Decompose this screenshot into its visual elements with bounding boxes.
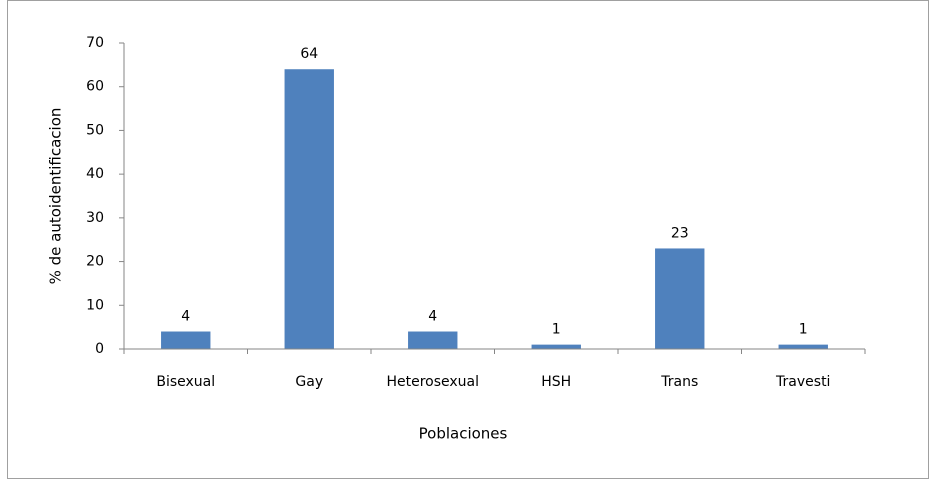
y-tick-label: 30 — [86, 210, 104, 226]
x-tick-label: Heterosexual — [386, 374, 479, 390]
x-tick-label: Bisexual — [156, 374, 215, 390]
bar — [531, 344, 581, 349]
y-tick-label: 40 — [86, 166, 104, 182]
x-axis-title: Poblaciones — [419, 425, 508, 443]
y-tick-label: 50 — [86, 122, 104, 138]
data-label: 4 — [181, 309, 190, 325]
y-tick-label: 70 — [86, 35, 104, 51]
data-label: 1 — [552, 322, 561, 338]
bar — [655, 248, 705, 349]
y-tick-label: 10 — [86, 297, 104, 313]
y-tick-label: 60 — [86, 79, 104, 95]
bar — [161, 331, 211, 349]
y-tick-label: 0 — [95, 341, 104, 357]
bar — [778, 344, 828, 349]
x-tick-label: Gay — [295, 374, 323, 390]
x-tick-label: Trans — [660, 374, 698, 390]
x-tick-label: Travesti — [775, 374, 830, 390]
data-label: 1 — [799, 322, 808, 338]
y-tick-label: 20 — [86, 254, 104, 270]
x-tick-label: HSH — [541, 374, 571, 390]
y-axis-title: % de autoidentificacion — [47, 108, 65, 285]
data-label: 4 — [428, 309, 437, 325]
chart-frame — [7, 0, 929, 479]
data-label: 23 — [671, 225, 689, 241]
bar — [408, 331, 458, 349]
bar — [284, 69, 334, 349]
data-label: 64 — [300, 46, 318, 62]
